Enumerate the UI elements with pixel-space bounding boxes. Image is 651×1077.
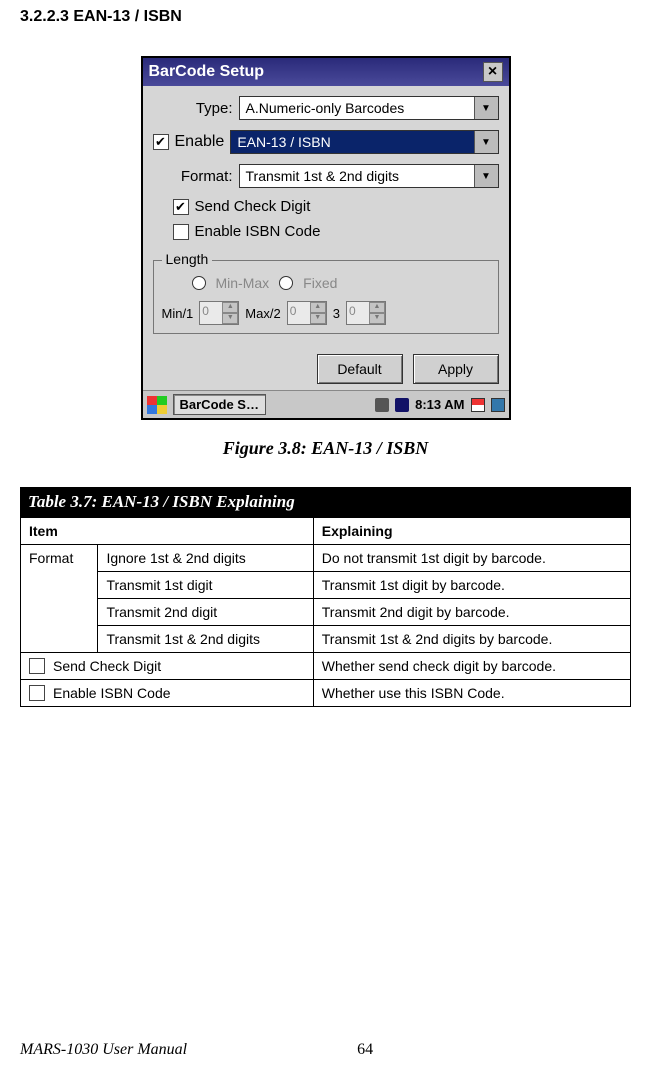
item-cell: Transmit 2nd digit	[98, 599, 313, 626]
three-value: 0	[347, 302, 369, 324]
enable-isbn-row: Enable ISBN Code	[173, 223, 499, 240]
send-check-digit-label: Send Check Digit	[195, 198, 311, 215]
explaining-header: Explaining	[313, 518, 630, 545]
length-radio-row: Min-Max Fixed	[192, 275, 490, 291]
enable-combo[interactable]: EAN-13 / ISBN	[230, 130, 498, 154]
flag-icon[interactable]	[471, 398, 485, 412]
item-cell: Enable ISBN Code	[21, 680, 314, 707]
format-row: Format: Transmit 1st & 2nd digits	[153, 164, 499, 188]
min1-value: 0	[200, 302, 222, 324]
enable-isbn-label: Enable ISBN Code	[195, 223, 321, 240]
min1-label: Min/1	[162, 306, 194, 321]
manual-name: MARS-1030 User Manual	[20, 1041, 187, 1059]
length-legend: Length	[162, 251, 213, 267]
minmax-label: Min-Max	[216, 275, 270, 291]
desktop-icon[interactable]	[491, 398, 505, 412]
expl-cell: Do not transmit 1st digit by barcode.	[313, 545, 630, 572]
apply-button[interactable]: Apply	[413, 354, 499, 384]
arrow-up-icon[interactable]: ▲	[369, 302, 385, 313]
expl-cell: Transmit 1st & 2nd digits by barcode.	[313, 626, 630, 653]
type-row: Type: A.Numeric-only Barcodes	[153, 96, 499, 120]
table-row: Transmit 1st digit Transmit 1st digit by…	[21, 572, 631, 599]
table-header-row: Item Explaining	[21, 518, 631, 545]
item-cell: Ignore 1st & 2nd digits	[98, 545, 313, 572]
format-group-label: Format	[21, 545, 98, 653]
type-label: Type:	[153, 100, 233, 117]
figure-caption: Figure 3.8: EAN-13 / ISBN	[20, 438, 631, 459]
table-row: Enable ISBN Code Whether use this ISBN C…	[21, 680, 631, 707]
item-cell: Send Check Digit	[21, 653, 314, 680]
window-title: BarCode Setup	[149, 63, 265, 81]
screenshot: BarCode Setup × Type: A.Numeric-only Bar…	[141, 56, 511, 420]
default-button[interactable]: Default	[317, 354, 403, 384]
max2-stepper[interactable]: 0 ▲▼	[287, 301, 327, 325]
table-title: Table 3.7: EAN-13 / ISBN Explaining	[20, 487, 631, 517]
checkbox-icon	[29, 658, 45, 674]
arrow-down-icon[interactable]: ▼	[222, 313, 238, 324]
chevron-down-icon[interactable]	[474, 131, 498, 153]
section-heading: 3.2.2.3 EAN-13 / ISBN	[20, 8, 631, 26]
taskbar-app[interactable]: BarCode S…	[173, 394, 266, 415]
type-combo[interactable]: A.Numeric-only Barcodes	[239, 96, 499, 120]
window-titlebar: BarCode Setup ×	[143, 58, 509, 86]
max2-value: 0	[288, 302, 310, 324]
length-values-row: Min/1 0 ▲▼ Max/2 0 ▲▼ 3 0 ▲▼	[162, 301, 490, 325]
max2-label: Max/2	[245, 306, 280, 321]
isbn-item: Enable ISBN Code	[53, 685, 171, 701]
checkbox-icon	[29, 685, 45, 701]
dialog-body: Type: A.Numeric-only Barcodes ✔ Enable E…	[143, 86, 509, 390]
minmax-radio[interactable]	[192, 276, 206, 290]
fixed-radio[interactable]	[279, 276, 293, 290]
taskbar: BarCode S… 8:13 AM	[143, 390, 509, 418]
min1-stepper[interactable]: 0 ▲▼	[199, 301, 239, 325]
battery-icon[interactable]	[395, 398, 409, 412]
item-cell: Transmit 1st & 2nd digits	[98, 626, 313, 653]
expl-cell: Transmit 1st digit by barcode.	[313, 572, 630, 599]
format-combo[interactable]: Transmit 1st & 2nd digits	[239, 164, 499, 188]
length-fieldset: Length Min-Max Fixed Min/1 0 ▲▼ Max/2 0 …	[153, 260, 499, 334]
arrow-up-icon[interactable]: ▲	[310, 302, 326, 313]
item-header: Item	[21, 518, 314, 545]
expl-cell: Transmit 2nd digit by barcode.	[313, 599, 630, 626]
arrow-down-icon[interactable]: ▼	[369, 313, 385, 324]
enable-value: EAN-13 / ISBN	[231, 131, 473, 153]
fixed-label: Fixed	[303, 275, 337, 291]
table-row: Transmit 2nd digit Transmit 2nd digit by…	[21, 599, 631, 626]
expl-cell: Whether use this ISBN Code.	[313, 680, 630, 707]
system-tray: 8:13 AM	[375, 397, 504, 412]
arrow-up-icon[interactable]: ▲	[222, 302, 238, 313]
chevron-down-icon[interactable]	[474, 165, 498, 187]
close-icon[interactable]: ×	[483, 62, 503, 82]
enable-row: ✔ Enable EAN-13 / ISBN	[153, 130, 499, 154]
format-label: Format:	[153, 168, 233, 185]
table-row: Send Check Digit Whether send check digi…	[21, 653, 631, 680]
table-row: Transmit 1st & 2nd digits Transmit 1st &…	[21, 626, 631, 653]
send-check-digit-checkbox[interactable]: ✔	[173, 199, 189, 215]
clock: 8:13 AM	[415, 397, 464, 412]
send-cd-item: Send Check Digit	[53, 658, 161, 674]
arrow-down-icon[interactable]: ▼	[310, 313, 326, 324]
three-label: 3	[333, 306, 340, 321]
table-row: Format Ignore 1st & 2nd digits Do not tr…	[21, 545, 631, 572]
enable-isbn-checkbox[interactable]	[173, 224, 189, 240]
enable-checkbox[interactable]: ✔	[153, 134, 169, 150]
tray-icon[interactable]	[375, 398, 389, 412]
format-value: Transmit 1st & 2nd digits	[240, 165, 474, 187]
expl-cell: Whether send check digit by barcode.	[313, 653, 630, 680]
chevron-down-icon[interactable]	[474, 97, 498, 119]
type-value: A.Numeric-only Barcodes	[240, 97, 474, 119]
three-stepper[interactable]: 0 ▲▼	[346, 301, 386, 325]
footer: MARS-1030 User Manual 64	[20, 1041, 631, 1059]
item-cell: Transmit 1st digit	[98, 572, 313, 599]
start-icon[interactable]	[147, 396, 167, 414]
enable-label: Enable	[175, 133, 225, 151]
explaining-table: Item Explaining Format Ignore 1st & 2nd …	[20, 517, 631, 707]
send-check-digit-row: ✔ Send Check Digit	[173, 198, 499, 215]
page-number: 64	[357, 1041, 373, 1059]
dialog-button-row: Default Apply	[153, 334, 499, 384]
